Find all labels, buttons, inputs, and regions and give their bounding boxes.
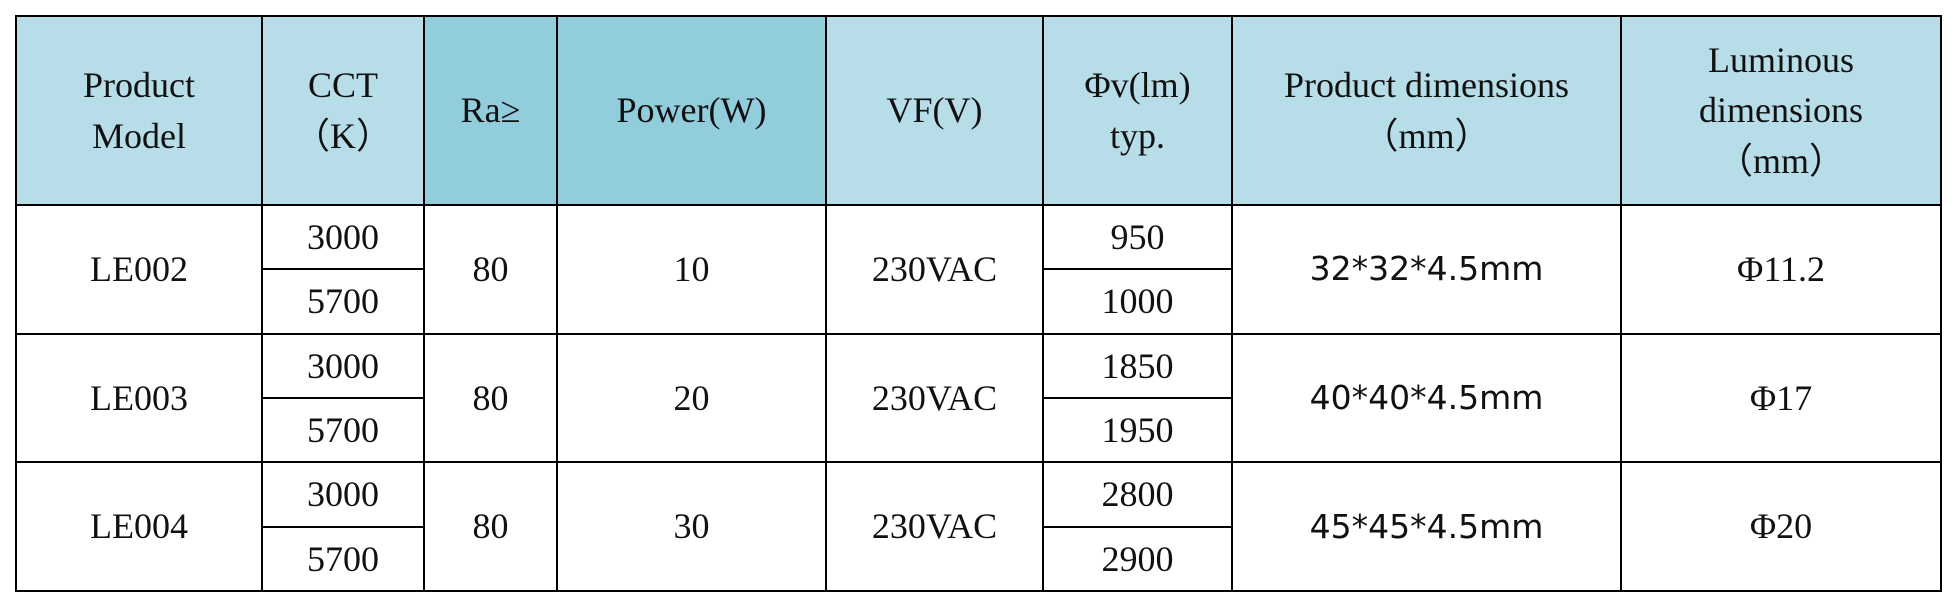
dims-cell: 45*45*4.5mm — [1231, 461, 1622, 592]
table-row: 5700 1000 — [16, 268, 1941, 335]
power-cell: 30 — [556, 461, 827, 592]
header-cell: VF(V) — [825, 15, 1044, 206]
header-text: CCT — [307, 65, 378, 106]
model-cell: LE004 — [15, 461, 263, 592]
cct-cell: 5700 — [261, 525, 425, 593]
header-text: （K） — [294, 115, 392, 156]
cct-cell: 3000 — [261, 203, 425, 271]
table-row: 5700 1950 — [16, 396, 1941, 464]
flux-cell: 950 — [1042, 203, 1233, 271]
table-row: LE003 3000 80 20 230VAC 1850 40*40*4.5mm Φ17 — [15, 332, 1942, 464]
cct-cell: 3000 — [261, 461, 425, 528]
header-text: Luminous — [1707, 39, 1854, 80]
header-text: dimensions — [1698, 90, 1863, 131]
ra-cell: 80 — [423, 204, 558, 335]
vf-cell: 230VAC — [825, 332, 1044, 464]
table-row: 5700 2900 — [16, 525, 1941, 593]
table-row: LE002 3000 80 10 230VAC 950 32*32*4.5mm Φ11.2 — [15, 203, 1942, 335]
luminous-cell: Φ20 — [1620, 461, 1942, 592]
header-cell: Luminous dimensions （mm） — [1620, 15, 1942, 206]
cct-cell: 5700 — [261, 396, 425, 464]
header-cell: CCT （K） — [261, 15, 425, 206]
dims-cell: 40*40*4.5mm — [1231, 332, 1622, 464]
ra-cell: 80 — [423, 332, 558, 464]
header-text: Product — [83, 65, 195, 106]
vf-cell: 230VAC — [825, 461, 1044, 592]
header-cell: Power(W) — [556, 15, 827, 206]
header-text: Φv(lm) — [1084, 65, 1191, 106]
header-text: Product dimensions — [1284, 65, 1569, 106]
header-cell: Ra≥ — [423, 15, 558, 206]
luminous-cell: Φ11.2 — [1620, 204, 1942, 335]
flux-cell: 2800 — [1042, 461, 1233, 528]
header-text: （mm） — [1362, 115, 1491, 156]
header-row: Product Model CCT （K） Ra≥ Power(W) VF(V) Φv(lm)… — [15, 15, 1942, 206]
ra-cell: 80 — [423, 461, 558, 592]
header-cell: Φv(lm) typ. — [1042, 15, 1233, 206]
flux-cell: 1000 — [1042, 268, 1233, 335]
power-cell: 20 — [556, 332, 827, 464]
header-cell: Product dimensions （mm） — [1231, 15, 1622, 206]
luminous-cell: Φ17 — [1620, 332, 1942, 464]
power-cell: 10 — [556, 204, 827, 335]
flux-cell: 1850 — [1042, 332, 1233, 399]
header-cell: Product Model — [15, 15, 263, 206]
header-text: Model — [92, 115, 186, 156]
spec-table: Product Model CCT （K） Ra≥ Power(W) VF(V) Φv(lm)… — [15, 15, 1942, 593]
table-body: LE002 3000 80 10 230VAC 950 32*32*4.5mm Φ11.2 57… — [15, 203, 1942, 593]
vf-cell: 230VAC — [825, 204, 1044, 335]
flux-cell: 2900 — [1042, 525, 1233, 593]
table-row: LE004 3000 80 30 230VAC 2800 45*45*4.5mm Φ20 — [15, 461, 1942, 592]
model-cell: LE002 — [15, 204, 263, 335]
header-text: VF(V) — [886, 90, 983, 131]
model-cell: LE003 — [15, 332, 263, 464]
header-text: Ra≥ — [460, 90, 521, 131]
header-text: typ. — [1109, 115, 1165, 156]
header-text: Power(W) — [616, 90, 767, 131]
header-text: （mm） — [1716, 140, 1845, 181]
cct-cell: 3000 — [261, 332, 425, 399]
flux-cell: 1950 — [1042, 396, 1233, 464]
dims-cell: 32*32*4.5mm — [1231, 204, 1622, 335]
cct-cell: 5700 — [261, 268, 425, 335]
